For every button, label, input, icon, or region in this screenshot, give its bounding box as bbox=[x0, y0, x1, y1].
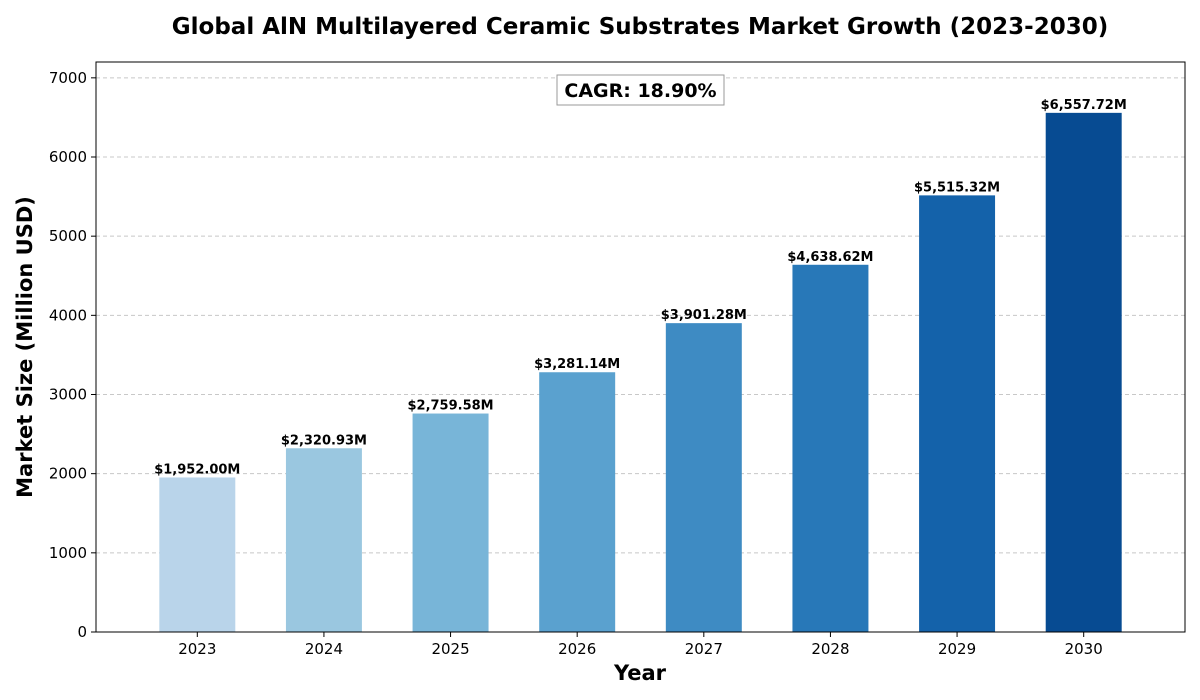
y-tick-label: 5000 bbox=[49, 227, 87, 245]
bar-2030 bbox=[1045, 112, 1122, 632]
data-label: $6,557.72M bbox=[1041, 98, 1127, 113]
y-tick-label: 2000 bbox=[49, 465, 87, 483]
y-tick-labels: 0 1000 2000 3000 4000 5000 6000 7000 bbox=[49, 69, 96, 641]
cagr-box bbox=[556, 74, 725, 106]
grid-lines bbox=[96, 77, 1185, 554]
plot-frame bbox=[95, 61, 1186, 633]
x-axis-label: Year bbox=[613, 661, 667, 685]
x-tick-label: 2027 bbox=[685, 640, 723, 658]
bar-2024 bbox=[285, 448, 362, 632]
x-tick-label: 2023 bbox=[178, 640, 216, 658]
bar-2026 bbox=[539, 372, 616, 632]
x-tick-label: 2029 bbox=[938, 640, 976, 658]
bar-2029 bbox=[919, 195, 996, 633]
bar-2027 bbox=[665, 323, 742, 632]
y-tick-label: 3000 bbox=[49, 386, 87, 404]
bar-2025 bbox=[412, 413, 489, 632]
bar-2028 bbox=[792, 264, 869, 632]
cagr-text: CAGR: 18.90% bbox=[564, 80, 716, 102]
y-tick-label: 1000 bbox=[49, 544, 87, 562]
x-tick-label: 2025 bbox=[431, 640, 469, 658]
x-tick-label: 2030 bbox=[1065, 640, 1103, 658]
x-tick-labels: 2023 2024 2025 2026 2027 2028 2029 2030 bbox=[178, 632, 1103, 658]
data-label: $3,281.14M bbox=[534, 357, 620, 372]
data-label: $3,901.28M bbox=[661, 308, 747, 323]
bars bbox=[159, 112, 1122, 633]
data-label: $5,515.32M bbox=[914, 180, 1000, 195]
bar-2023 bbox=[159, 477, 236, 632]
data-label: $2,320.93M bbox=[281, 433, 367, 448]
x-tick-label: 2024 bbox=[305, 640, 343, 658]
y-tick-label: 4000 bbox=[49, 306, 87, 324]
data-label: $2,759.58M bbox=[407, 399, 493, 414]
data-labels: $1,952.00M $2,320.93M $2,759.58M $3,281.14M… bbox=[154, 98, 1127, 478]
cagr-annotation: CAGR: 18.90% bbox=[556, 74, 725, 106]
y-tick-label: 6000 bbox=[49, 148, 87, 166]
data-label: $1,952.00M bbox=[154, 462, 240, 477]
x-tick-label: 2028 bbox=[811, 640, 849, 658]
y-tick-label: 7000 bbox=[49, 69, 87, 87]
x-tick-label: 2026 bbox=[558, 640, 596, 658]
y-axis-label: Market Size (Million USD) bbox=[13, 196, 37, 498]
chart-title: Global AlN Multilayered Ceramic Substrat… bbox=[172, 14, 1108, 40]
data-label: $4,638.62M bbox=[787, 250, 873, 265]
y-tick-label: 0 bbox=[77, 623, 87, 641]
